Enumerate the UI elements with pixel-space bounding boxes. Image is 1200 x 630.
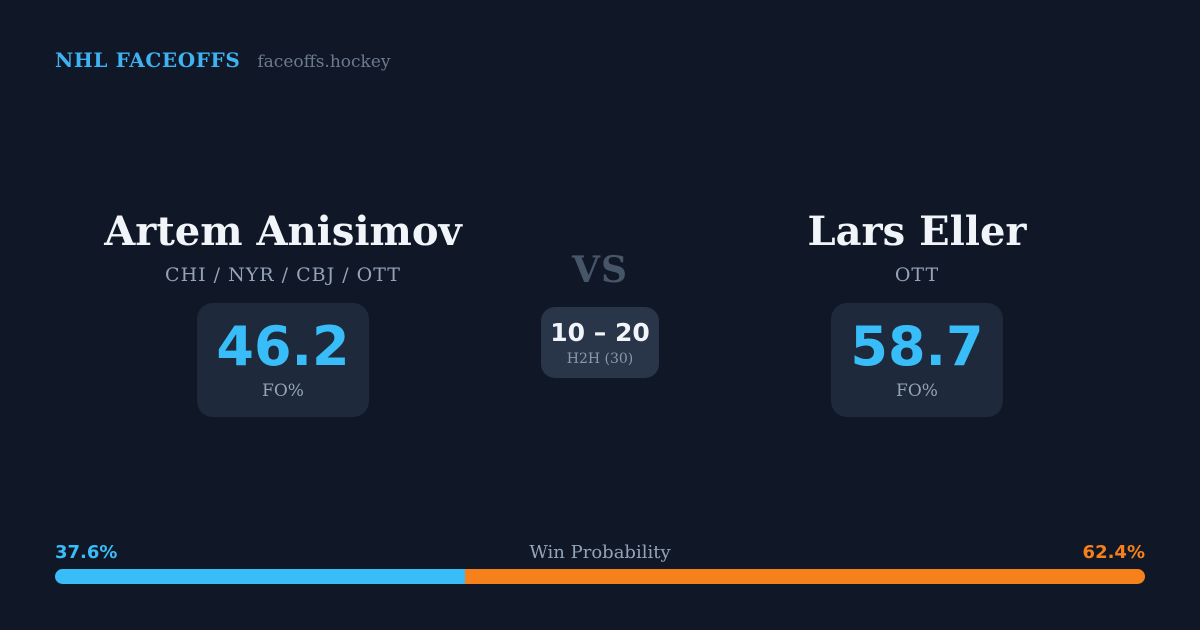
h2h-score: 10 – 20 [550, 317, 650, 347]
player-right-stat-card: 58.7 FO% [831, 303, 1003, 417]
vs-label: VS [572, 249, 628, 291]
header: NHL FACEOFFS faceoffs.hockey [55, 48, 391, 72]
site-url: faceoffs.hockey [257, 52, 391, 72]
matchup-center-section: VS 10 – 20 H2H (30) [450, 248, 750, 378]
player-right-stat-label: FO% [896, 381, 938, 401]
player-right-fo-pct: 58.7 [850, 315, 984, 378]
player-left-teams: CHI / NYR / CBJ / OTT [165, 264, 401, 286]
win-probability-labels: 37.6% Win Probability 62.4% [55, 542, 1145, 564]
h2h-card: 10 – 20 H2H (30) [541, 307, 659, 378]
player-left-stat-label: FO% [262, 381, 304, 401]
player-left-fo-pct: 46.2 [216, 315, 350, 378]
win-probability-left-pct: 37.6% [55, 542, 118, 563]
win-probability-right-pct: 62.4% [1082, 542, 1145, 563]
h2h-sample-label: H2H (30) [566, 350, 634, 367]
player-right-name: Lars Eller [807, 208, 1027, 255]
player-left-name: Artem Anisimov [104, 208, 462, 255]
player-right-section: Lars Eller OTT 58.7 FO% [730, 208, 1104, 417]
player-right-teams: OTT [894, 264, 940, 286]
win-probability-title: Win Probability [529, 542, 671, 563]
win-bar-right-segment [464, 569, 1145, 584]
win-bar-left-segment [55, 569, 465, 584]
brand-title: NHL FACEOFFS [55, 48, 241, 72]
win-probability-bar [55, 569, 1145, 584]
player-left-section: Artem Anisimov CHI / NYR / CBJ / OTT 46.… [96, 208, 470, 417]
player-left-stat-card: 46.2 FO% [197, 303, 369, 417]
